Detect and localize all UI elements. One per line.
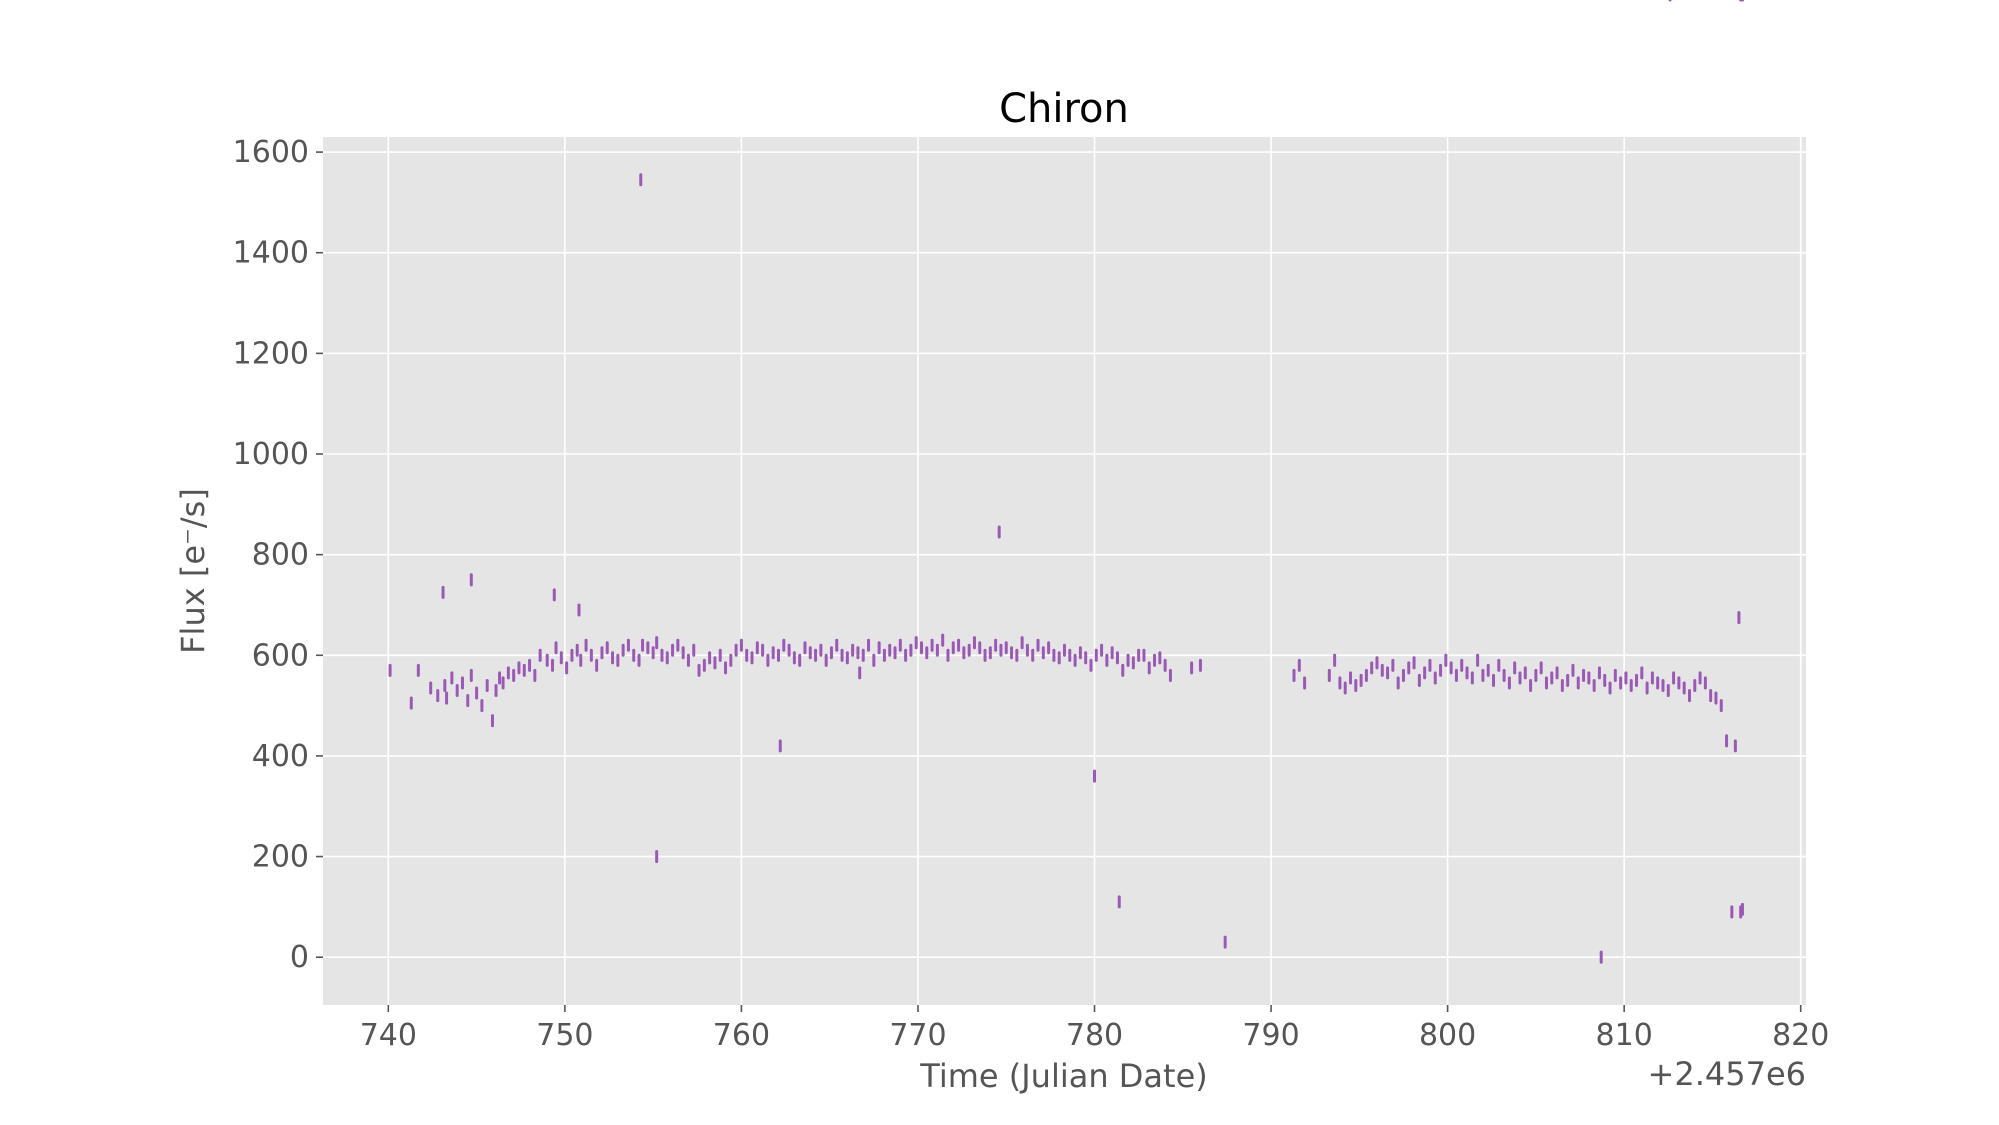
x-tick-label: 760 — [713, 1018, 770, 1053]
grid — [323, 137, 1806, 1005]
chart-title: Chiron — [999, 86, 1129, 132]
x-tick-label: 770 — [889, 1018, 946, 1053]
x-tick-label: 810 — [1596, 1018, 1653, 1053]
x-tick-label: 780 — [1066, 1018, 1123, 1053]
y-tick-label: 1400 — [233, 236, 309, 271]
y-axis: 0 200 400 600 800 1000 1200 1400 1600 — [233, 135, 323, 975]
x-tick-label: 750 — [536, 1018, 593, 1053]
y-tick-label: 600 — [252, 638, 309, 673]
x-axis-offset-label: +2.457e6 — [1648, 1055, 1806, 1093]
x-tick-label: 800 — [1419, 1018, 1476, 1053]
y-tick-label: 1000 — [233, 437, 309, 472]
y-axis-label: Flux [e⁻/s] — [174, 488, 212, 654]
x-axis-label: Time (Julian Date) — [919, 1057, 1208, 1095]
x-tick-label: 740 — [360, 1018, 417, 1053]
y-tick-label: 400 — [252, 739, 309, 774]
plot-area — [323, 137, 1806, 1005]
y-tick-label: 1600 — [233, 135, 309, 170]
y-tick-label: 0 — [290, 940, 309, 975]
x-tick-label: 790 — [1242, 1018, 1299, 1053]
x-tick-label: 820 — [1772, 1018, 1829, 1053]
y-tick-label: 800 — [252, 538, 309, 573]
y-tick-label: 1200 — [233, 336, 309, 371]
y-tick-label: 200 — [252, 840, 309, 875]
x-axis: 740 750 760 770 780 790 800 810 820 — [360, 1005, 1829, 1053]
data-series-flux — [388, 0, 1744, 964]
